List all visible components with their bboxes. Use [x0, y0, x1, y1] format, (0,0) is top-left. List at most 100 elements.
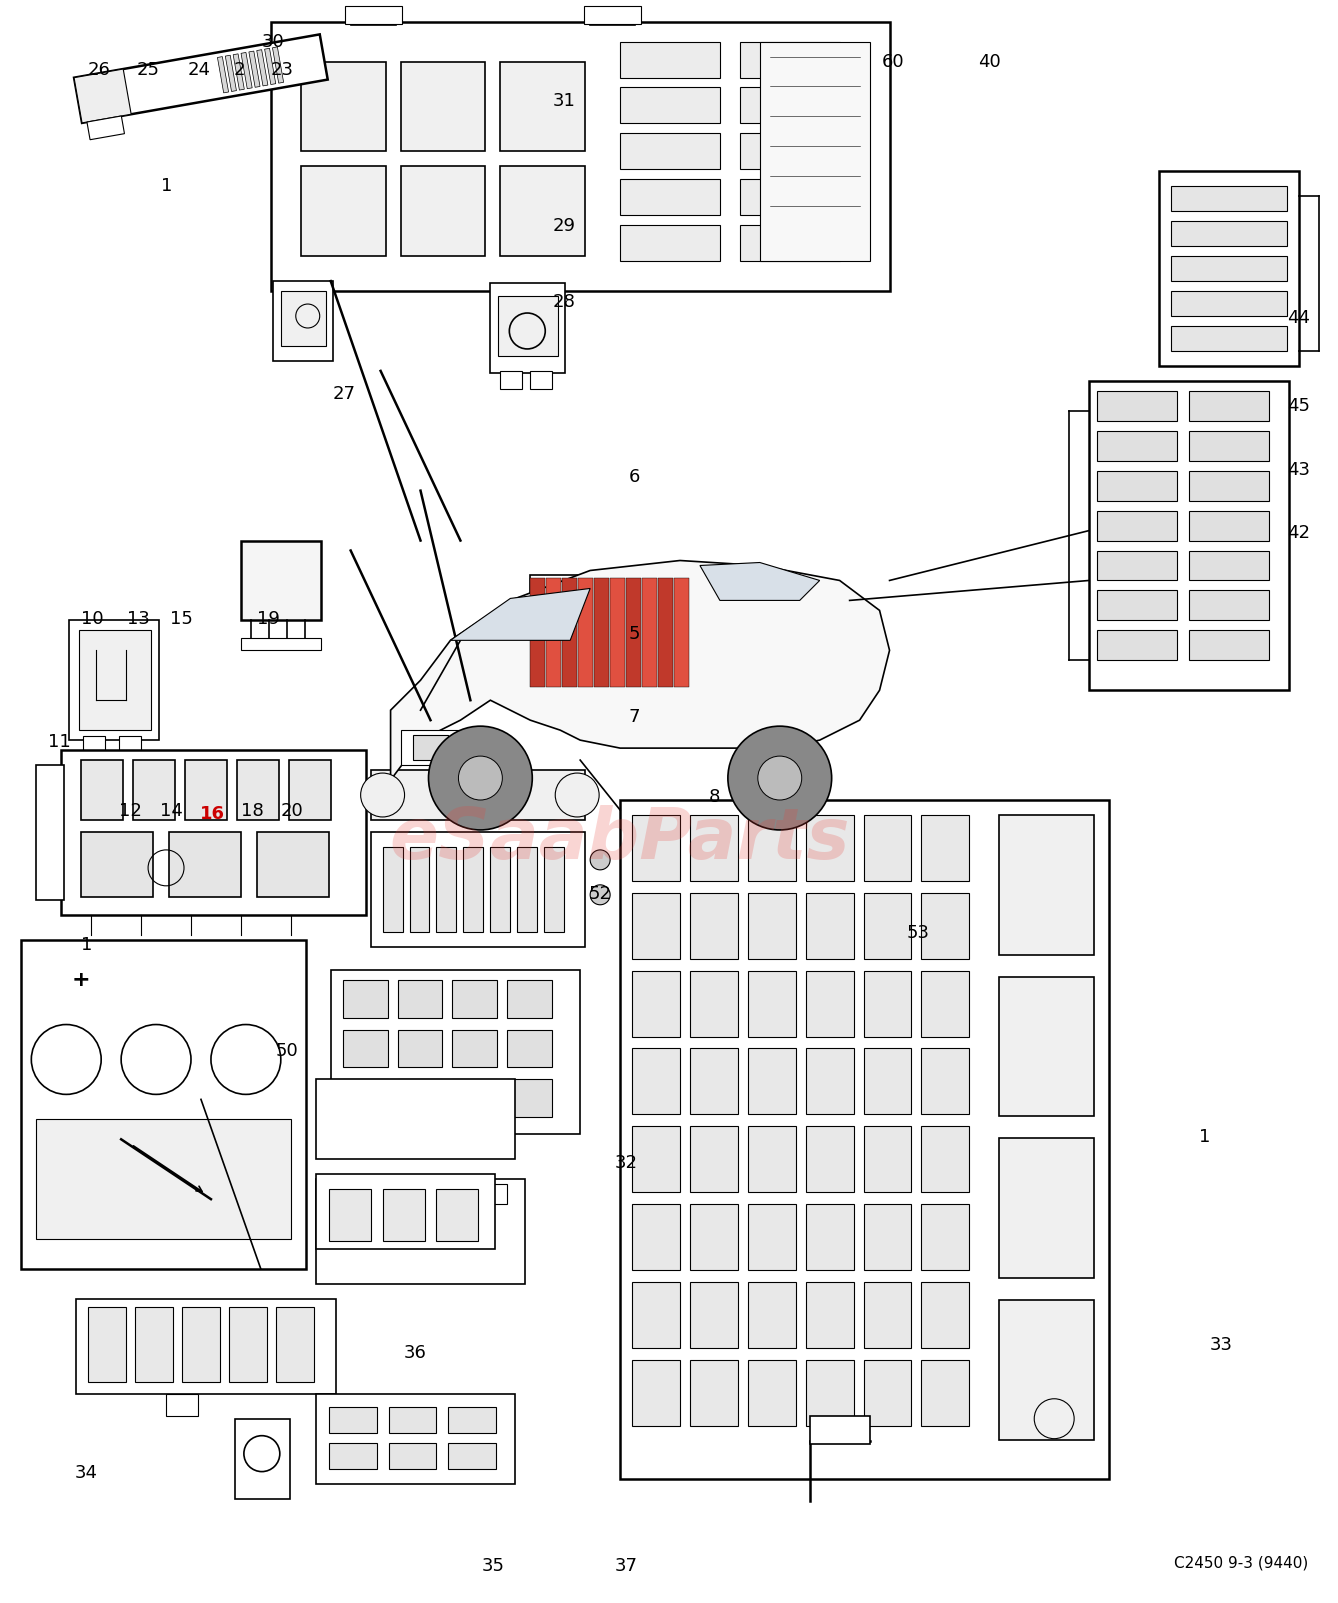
- Bar: [690, 971, 737, 1037]
- Polygon shape: [391, 561, 890, 781]
- Bar: [229, 1306, 266, 1382]
- Bar: [1189, 630, 1268, 660]
- Bar: [490, 846, 510, 931]
- Bar: [265, 48, 276, 85]
- Bar: [863, 1359, 911, 1425]
- Bar: [818, 648, 843, 680]
- Bar: [241, 53, 252, 88]
- Bar: [330, 970, 581, 1135]
- Bar: [619, 180, 720, 215]
- Bar: [805, 814, 854, 880]
- Circle shape: [590, 850, 610, 870]
- Bar: [690, 1048, 737, 1114]
- Text: 26: 26: [87, 61, 110, 80]
- Bar: [237, 760, 278, 821]
- Bar: [863, 971, 911, 1037]
- Bar: [922, 1282, 969, 1348]
- Bar: [490, 284, 565, 373]
- Text: 27: 27: [332, 385, 355, 402]
- Bar: [642, 579, 657, 688]
- Bar: [436, 846, 456, 931]
- Bar: [74, 34, 328, 123]
- Bar: [546, 579, 561, 688]
- Bar: [225, 55, 237, 91]
- Text: 19: 19: [257, 611, 280, 628]
- Bar: [316, 1079, 515, 1159]
- Bar: [182, 1306, 219, 1382]
- Bar: [329, 1189, 371, 1241]
- Text: 20: 20: [281, 802, 304, 821]
- Circle shape: [590, 885, 610, 904]
- Bar: [805, 1359, 854, 1425]
- Bar: [463, 846, 483, 931]
- Bar: [87, 115, 124, 139]
- Text: 28: 28: [553, 293, 575, 311]
- Text: 35: 35: [482, 1557, 504, 1576]
- Bar: [632, 1048, 680, 1114]
- Bar: [658, 579, 673, 688]
- Bar: [397, 979, 443, 1018]
- Bar: [1171, 292, 1287, 316]
- Bar: [1171, 186, 1287, 212]
- Bar: [452, 979, 498, 1018]
- Bar: [809, 1415, 870, 1444]
- Bar: [530, 579, 546, 688]
- Text: 60: 60: [882, 53, 904, 72]
- Bar: [922, 1127, 969, 1193]
- Text: 33: 33: [1210, 1337, 1232, 1355]
- Bar: [805, 1204, 854, 1270]
- Bar: [748, 814, 796, 880]
- Bar: [316, 1175, 495, 1249]
- Bar: [1089, 382, 1288, 691]
- Bar: [507, 1029, 553, 1068]
- Bar: [507, 979, 553, 1018]
- Bar: [400, 61, 486, 151]
- Text: 31: 31: [553, 91, 575, 111]
- Bar: [343, 979, 388, 1018]
- Bar: [740, 224, 840, 261]
- Bar: [1097, 431, 1177, 460]
- Bar: [383, 1189, 424, 1241]
- Bar: [400, 729, 460, 765]
- Text: 2: 2: [233, 61, 245, 80]
- Text: 53: 53: [906, 923, 930, 941]
- Text: eSaabParts: eSaabParts: [389, 805, 851, 874]
- Bar: [562, 579, 577, 688]
- Bar: [632, 893, 680, 959]
- Text: 8: 8: [709, 787, 720, 806]
- Bar: [999, 976, 1094, 1116]
- Bar: [241, 540, 321, 620]
- Text: 13: 13: [127, 611, 150, 628]
- Bar: [500, 370, 522, 390]
- Bar: [1189, 550, 1268, 580]
- Circle shape: [361, 773, 404, 818]
- Bar: [383, 846, 403, 931]
- Bar: [343, 1029, 388, 1068]
- Bar: [270, 21, 890, 292]
- Bar: [74, 69, 131, 123]
- Bar: [166, 1393, 198, 1415]
- Bar: [748, 893, 796, 959]
- Bar: [1097, 550, 1177, 580]
- Bar: [632, 1127, 680, 1193]
- Bar: [388, 1443, 436, 1468]
- Bar: [748, 1204, 796, 1270]
- Text: +: +: [72, 970, 91, 989]
- Text: 50: 50: [276, 1042, 298, 1060]
- Bar: [610, 579, 625, 688]
- Bar: [626, 579, 641, 688]
- Bar: [1159, 172, 1299, 365]
- Bar: [448, 1407, 496, 1433]
- Bar: [448, 1443, 496, 1468]
- Bar: [1171, 325, 1287, 351]
- Bar: [690, 893, 737, 959]
- Bar: [863, 893, 911, 959]
- Text: 37: 37: [614, 1557, 638, 1576]
- Bar: [1189, 471, 1268, 500]
- Bar: [545, 846, 565, 931]
- Bar: [1097, 511, 1177, 540]
- Bar: [740, 133, 840, 170]
- Circle shape: [757, 757, 801, 800]
- Bar: [922, 1048, 969, 1114]
- Circle shape: [728, 726, 832, 830]
